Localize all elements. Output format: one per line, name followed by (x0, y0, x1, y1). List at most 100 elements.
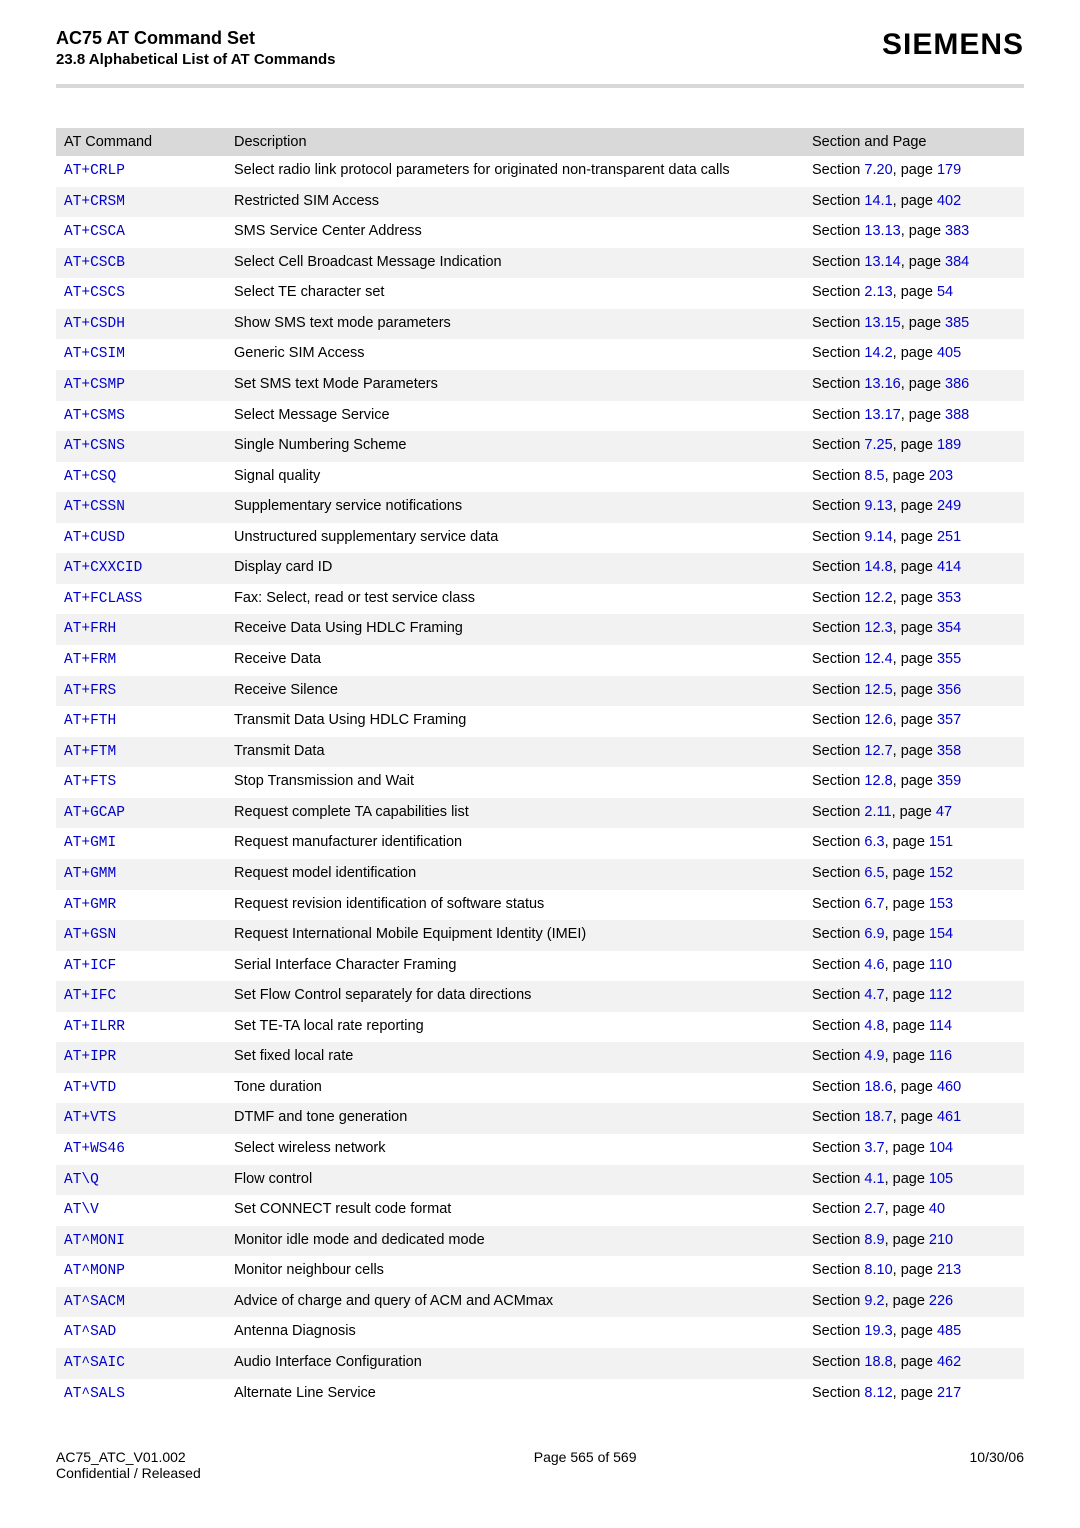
at-command-link[interactable]: AT+FRH (64, 621, 116, 637)
page-link[interactable]: 460 (937, 1079, 961, 1095)
page-link[interactable]: 151 (929, 834, 953, 850)
page-link[interactable]: 112 (929, 987, 952, 1003)
at-command-link[interactable]: AT+ILRR (64, 1019, 125, 1035)
section-link[interactable]: 4.1 (864, 1171, 884, 1187)
page-link[interactable]: 485 (937, 1323, 961, 1339)
section-link[interactable]: 9.13 (864, 498, 892, 514)
at-command-link[interactable]: AT+GSN (64, 927, 116, 943)
section-link[interactable]: 18.7 (864, 1109, 892, 1125)
at-command-link[interactable]: AT+VTD (64, 1080, 116, 1096)
at-command-link[interactable]: AT+CSMP (64, 377, 125, 393)
section-link[interactable]: 14.2 (864, 345, 892, 361)
section-link[interactable]: 12.4 (864, 651, 892, 667)
page-link[interactable]: 359 (937, 773, 961, 789)
section-link[interactable]: 2.11 (864, 804, 891, 820)
at-command-link[interactable]: AT+CSMS (64, 408, 125, 424)
section-link[interactable]: 4.6 (864, 957, 884, 973)
at-command-link[interactable]: AT+WS46 (64, 1141, 125, 1157)
section-link[interactable]: 13.15 (864, 315, 900, 331)
at-command-link[interactable]: AT+CSQ (64, 469, 116, 485)
section-link[interactable]: 4.9 (864, 1048, 884, 1064)
page-link[interactable]: 383 (945, 223, 969, 239)
section-link[interactable]: 13.13 (864, 223, 900, 239)
at-command-link[interactable]: AT+CSCS (64, 285, 125, 301)
at-command-link[interactable]: AT+GMM (64, 866, 116, 882)
section-link[interactable]: 12.8 (864, 773, 892, 789)
section-link[interactable]: 3.7 (864, 1140, 884, 1156)
at-command-link[interactable]: AT+IFC (64, 988, 116, 1004)
page-link[interactable]: 40 (929, 1201, 945, 1217)
section-link[interactable]: 12.7 (864, 743, 892, 759)
page-link[interactable]: 384 (945, 254, 969, 270)
page-link[interactable]: 213 (937, 1262, 961, 1278)
section-link[interactable]: 13.16 (864, 376, 900, 392)
page-link[interactable]: 357 (937, 712, 961, 728)
section-link[interactable]: 19.3 (864, 1323, 892, 1339)
page-link[interactable]: 251 (937, 529, 961, 545)
section-link[interactable]: 18.8 (864, 1354, 892, 1370)
section-link[interactable]: 13.14 (864, 254, 900, 270)
page-link[interactable]: 114 (929, 1018, 952, 1034)
at-command-link[interactable]: AT^MONI (64, 1233, 125, 1249)
page-link[interactable]: 462 (937, 1354, 961, 1370)
page-link[interactable]: 179 (937, 162, 961, 178)
page-link[interactable]: 405 (937, 345, 961, 361)
section-link[interactable]: 9.2 (864, 1293, 884, 1309)
at-command-link[interactable]: AT+FTS (64, 774, 116, 790)
at-command-link[interactable]: AT^SAIC (64, 1355, 125, 1371)
section-link[interactable]: 2.13 (864, 284, 892, 300)
page-link[interactable]: 353 (937, 590, 961, 606)
at-command-link[interactable]: AT+FTM (64, 744, 116, 760)
page-link[interactable]: 104 (929, 1140, 953, 1156)
page-link[interactable]: 110 (929, 957, 952, 973)
at-command-link[interactable]: AT+CRLP (64, 163, 125, 179)
section-link[interactable]: 4.8 (864, 1018, 884, 1034)
at-command-link[interactable]: AT+CSNS (64, 438, 125, 454)
section-link[interactable]: 13.17 (864, 407, 900, 423)
page-link[interactable]: 402 (937, 193, 961, 209)
page-link[interactable]: 189 (937, 437, 961, 453)
at-command-link[interactable]: AT^MONP (64, 1263, 125, 1279)
section-link[interactable]: 12.2 (864, 590, 892, 606)
page-link[interactable]: 385 (945, 315, 969, 331)
section-link[interactable]: 8.9 (864, 1232, 884, 1248)
page-link[interactable]: 203 (929, 468, 953, 484)
section-link[interactable]: 8.10 (864, 1262, 892, 1278)
at-command-link[interactable]: AT+CRSM (64, 194, 125, 210)
at-command-link[interactable]: AT+CUSD (64, 530, 125, 546)
section-link[interactable]: 7.20 (864, 162, 892, 178)
at-command-link[interactable]: AT\Q (64, 1172, 99, 1188)
page-link[interactable]: 388 (945, 407, 969, 423)
page-link[interactable]: 461 (937, 1109, 961, 1125)
at-command-link[interactable]: AT+CSDH (64, 316, 125, 332)
section-link[interactable]: 2.7 (864, 1201, 884, 1217)
page-link[interactable]: 356 (937, 682, 961, 698)
at-command-link[interactable]: AT+FRM (64, 652, 116, 668)
page-link[interactable]: 414 (937, 559, 961, 575)
page-link[interactable]: 153 (929, 896, 953, 912)
page-link[interactable]: 249 (937, 498, 961, 514)
section-link[interactable]: 8.12 (864, 1385, 892, 1401)
section-link[interactable]: 7.25 (864, 437, 892, 453)
section-link[interactable]: 9.14 (864, 529, 892, 545)
at-command-link[interactable]: AT^SAD (64, 1324, 116, 1340)
at-command-link[interactable]: AT+GMI (64, 835, 116, 851)
at-command-link[interactable]: AT\V (64, 1202, 99, 1218)
section-link[interactable]: 6.7 (864, 896, 884, 912)
page-link[interactable]: 217 (937, 1385, 961, 1401)
page-link[interactable]: 152 (929, 865, 953, 881)
page-link[interactable]: 105 (929, 1171, 953, 1187)
at-command-link[interactable]: AT+CXXCID (64, 560, 142, 576)
page-link[interactable]: 226 (929, 1293, 953, 1309)
page-link[interactable]: 210 (929, 1232, 953, 1248)
at-command-link[interactable]: AT+GCAP (64, 805, 125, 821)
section-link[interactable]: 6.3 (864, 834, 884, 850)
section-link[interactable]: 14.8 (864, 559, 892, 575)
page-link[interactable]: 354 (937, 620, 961, 636)
at-command-link[interactable]: AT+GMR (64, 897, 116, 913)
at-command-link[interactable]: AT+VTS (64, 1110, 116, 1126)
at-command-link[interactable]: AT+CSCA (64, 224, 125, 240)
at-command-link[interactable]: AT+CSIM (64, 346, 125, 362)
at-command-link[interactable]: AT^SALS (64, 1386, 125, 1402)
section-link[interactable]: 6.9 (864, 926, 884, 942)
